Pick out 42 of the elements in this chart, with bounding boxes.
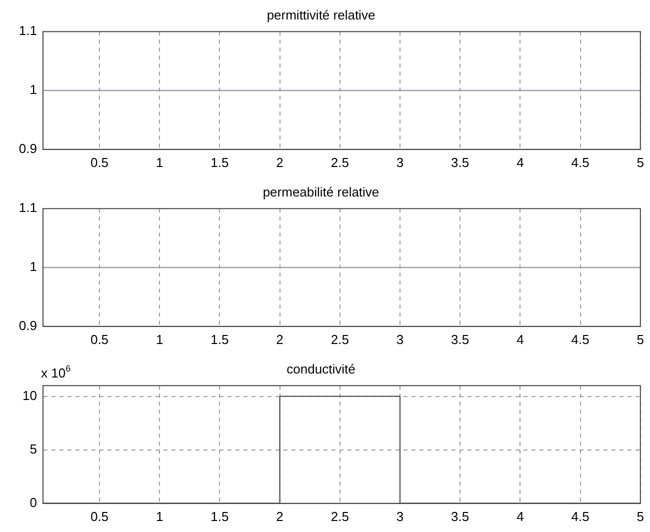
x-tick-label: 5 [636, 332, 644, 347]
x-tick-label: 3 [396, 154, 404, 170]
x-tick-label: 0.5 [90, 332, 109, 347]
x-tick-label: 3.5 [451, 332, 470, 347]
y-tick-label: 5 [30, 441, 37, 456]
x-tick-label: 2.5 [330, 154, 349, 170]
x-tick-label: 2.5 [330, 508, 349, 524]
y-tick-label: 1 [30, 259, 37, 274]
y-tick-label: 10 [22, 388, 37, 403]
y-tick-label: 0.9 [18, 140, 37, 156]
y-tick-label: 1.1 [18, 200, 37, 216]
chart-title: permeabilité relative [262, 184, 380, 200]
x-tick-label: 4 [516, 154, 524, 170]
x-tick-label: 3.5 [451, 154, 470, 170]
x-tick-label: 3 [396, 332, 404, 347]
x-tick-label: 0.5 [90, 508, 109, 524]
x-tick-label: 4 [516, 332, 524, 347]
x-tick-label: 2.5 [330, 332, 349, 347]
x-tick-label: 5 [636, 508, 644, 524]
x-tick-label: 3 [396, 508, 404, 524]
y-tick-label: 1 [30, 82, 37, 98]
chart-title: conductivité [286, 361, 356, 376]
x-tick-label: 1 [156, 332, 164, 347]
y-tick-label: 1.1 [18, 23, 37, 38]
x-tick-label: 2 [276, 154, 284, 170]
x-tick-label: 4.5 [571, 508, 590, 524]
x-tick-label: 2 [276, 332, 284, 347]
y-tick-label: 0.9 [18, 318, 37, 333]
chart-title: permittivité relative [266, 7, 376, 22]
x-tick-label: 3.5 [451, 508, 470, 524]
x-tick-label: 2 [276, 508, 284, 524]
x-tick-label: 4.5 [571, 154, 590, 170]
x-tick-label: 1 [156, 508, 164, 524]
x-tick-label: 5 [636, 154, 644, 170]
x-tick-label: 1.5 [210, 332, 229, 347]
x-tick-label: 1.5 [210, 154, 229, 170]
x-tick-label: 0.5 [90, 154, 109, 170]
x-tick-label: 4.5 [571, 332, 590, 347]
x-tick-label: 4 [516, 508, 524, 524]
y-tick-label: 0 [30, 494, 37, 510]
x-tick-label: 1.5 [210, 508, 229, 524]
x-tick-label: 1 [156, 154, 164, 170]
